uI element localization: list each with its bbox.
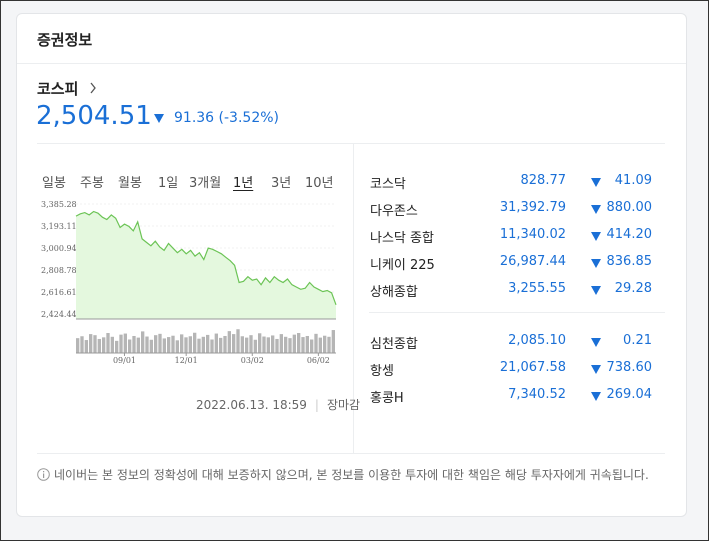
name: 상해종합 bbox=[370, 285, 418, 300]
status: 장마감 bbox=[326, 398, 361, 412]
name: 홍콩H bbox=[370, 391, 404, 406]
change-rate: (-3.52%) bbox=[218, 110, 279, 126]
tab[interactable]: 1일 bbox=[158, 176, 179, 191]
change: 738.60 bbox=[606, 360, 653, 375]
down-arrow bbox=[591, 392, 601, 401]
change: 269.04 bbox=[606, 387, 653, 402]
index-change: 91.36 (-3.52%) bbox=[174, 110, 279, 126]
change: 0.21 bbox=[623, 333, 652, 348]
value: 31,392.79 bbox=[499, 200, 566, 215]
tab[interactable]: 3개월 bbox=[189, 176, 222, 191]
index-row[interactable]: 상해종합 3,255.55 29.28 bbox=[370, 281, 652, 301]
index-row[interactable]: 나스닥 종합 11,340.02 414.20 bbox=[370, 227, 652, 247]
divider bbox=[17, 63, 686, 64]
change: 91.36 bbox=[174, 110, 215, 126]
tab[interactable]: 10년 bbox=[305, 176, 334, 191]
down-arrow bbox=[591, 259, 601, 268]
value: 828.77 bbox=[520, 173, 567, 188]
down-arrow bbox=[591, 232, 601, 241]
index-row[interactable]: 니케이 225 26,987.44 836.85 bbox=[370, 254, 652, 274]
name: 니케이 225 bbox=[370, 258, 435, 273]
sep: | bbox=[314, 398, 319, 412]
down-arrow bbox=[591, 365, 601, 374]
name: 코스닥 bbox=[370, 177, 406, 192]
down-arrow bbox=[591, 286, 601, 295]
index-row[interactable]: 홍콩H 7,340.52 269.04 bbox=[370, 387, 652, 407]
name: 항셍 bbox=[370, 364, 394, 379]
change: 880.00 bbox=[606, 200, 653, 215]
header-title: 증권정보 bbox=[37, 31, 93, 49]
date: 2022.06.13. 18:59 bbox=[196, 398, 307, 412]
value: 26,987.44 bbox=[499, 254, 566, 269]
divider bbox=[37, 143, 665, 144]
tab[interactable]: 월봉 bbox=[118, 176, 142, 191]
index-row[interactable]: 다우존스 31,392.79 880.00 bbox=[370, 200, 652, 220]
down-arrow bbox=[591, 205, 601, 214]
down-arrow bbox=[591, 178, 601, 187]
value: 7,340.52 bbox=[508, 387, 566, 402]
name: 심천종합 bbox=[370, 337, 418, 352]
value: 2,085.10 bbox=[508, 333, 566, 348]
down-arrow bbox=[591, 338, 601, 347]
divider bbox=[37, 453, 665, 454]
value: 3,255.55 bbox=[508, 281, 566, 296]
name: 나스닥 종합 bbox=[370, 231, 434, 246]
index-value: 2,504.51 bbox=[36, 101, 152, 131]
divider bbox=[369, 312, 665, 313]
chevron bbox=[90, 82, 96, 94]
index-row[interactable]: 코스닥 828.77 41.09 bbox=[370, 173, 652, 193]
tab[interactable]: 1년 bbox=[233, 176, 254, 191]
tab[interactable]: 주봉 bbox=[80, 176, 104, 191]
index-name[interactable]: 코스피 bbox=[37, 80, 79, 98]
change: 29.28 bbox=[614, 281, 652, 296]
index-row[interactable]: 심천종합 2,085.10 0.21 bbox=[370, 333, 652, 353]
divider bbox=[353, 143, 354, 453]
timestamp: 2022.06.13. 18:59 | 장마감 bbox=[196, 396, 360, 413]
info-icon bbox=[37, 468, 50, 481]
value: 21,067.58 bbox=[499, 360, 566, 375]
tab[interactable]: 일봉 bbox=[42, 176, 66, 191]
change: 836.85 bbox=[606, 254, 653, 269]
tab[interactable]: 3년 bbox=[271, 176, 292, 191]
down-arrow bbox=[154, 114, 164, 123]
value: 11,340.02 bbox=[499, 227, 566, 242]
change: 41.09 bbox=[614, 173, 652, 188]
change: 414.20 bbox=[606, 227, 653, 242]
name: 다우존스 bbox=[370, 204, 418, 219]
disclaimer: 네이버는 본 정보의 정확성에 대해 보증하지 않으며, 본 정보를 이용한 투… bbox=[54, 468, 649, 482]
index-row[interactable]: 항셍 21,067.58 738.60 bbox=[370, 360, 652, 380]
